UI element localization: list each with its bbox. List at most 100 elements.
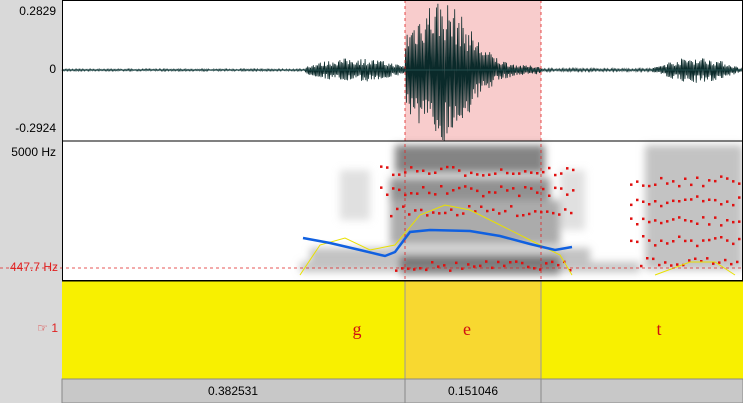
waveform-min: -0.2924 [15,121,56,135]
formant-dot [642,235,645,238]
formant-dot [462,212,465,215]
duration[interactable]: 0.382531 [208,384,258,398]
formant-dot [738,196,741,199]
formant-dot [738,237,741,241]
formant-dot [450,208,453,211]
formant-dot [548,194,551,197]
formant-dot [536,191,539,194]
intensity-curve [299,204,573,276]
formant-dot [648,184,651,188]
formant-dot [552,211,555,215]
formant-dot [467,263,470,266]
formant-dot [684,198,687,201]
formant-dot [461,267,464,270]
duration[interactable]: 0.151046 [448,384,498,398]
formant-dot [572,168,575,172]
formant-dot [654,183,657,186]
formant-dot [684,239,687,243]
formant-dot [678,200,681,203]
formant-dot [510,205,513,208]
formant-dot [720,224,723,227]
formant-dot [524,186,527,189]
formant-dot [714,179,717,183]
formant-dot [542,187,545,191]
formant-dot [732,180,735,183]
formant-dot [395,269,398,272]
formant-dot [396,207,399,211]
formant-dot [630,239,633,243]
formant-dot [528,212,531,216]
formant-dot [458,186,461,190]
formant-dot [702,216,705,219]
formant-dot [636,223,639,226]
formant-dot [630,203,633,207]
formant-dot [648,220,651,224]
formant-dot [732,242,735,246]
formant-dot [636,198,639,202]
formant-dot [554,186,557,190]
formant-dot [518,172,521,175]
formant-dot [672,180,675,183]
formant-dot [479,264,482,268]
formant-dot [682,263,685,267]
formant-dot [516,214,519,218]
formant-dot [648,203,651,206]
duration-button[interactable] [540,378,743,403]
formant-dot [527,265,530,269]
formant-dot [720,236,723,239]
formant-dot [431,261,434,264]
formant-dot [413,268,416,271]
formant-dot [545,262,548,265]
formant-dot [482,194,485,198]
formant-dot [676,263,679,266]
formant-dot [425,268,428,272]
formant-dot [380,165,383,168]
formant-dot [486,209,489,213]
formant-dot [696,244,699,248]
formant-dot [480,205,483,208]
waveform-zero: 0 [49,62,56,76]
formant-dot [506,171,509,175]
formant-dot [730,262,733,266]
formant-dot [566,167,569,170]
formant-dot [688,259,691,262]
formant-dot [708,179,711,182]
formant-dot [398,188,401,192]
formant-dot [702,239,705,242]
formant-dot [494,191,497,194]
formant-dot [670,264,673,267]
formant-dot [654,244,657,247]
formant-dot [438,212,441,215]
formant-dot [660,176,663,180]
formant-dot [542,170,545,174]
formant-dot [518,194,521,198]
formant-dot [464,174,467,177]
formant-dot [658,263,661,267]
formant-dot [564,208,567,211]
waveform-max: 0.2829 [19,4,56,18]
formant-dot [500,185,503,188]
tier-name[interactable]: ☞ 1 [37,321,58,335]
formant-dot [515,260,518,263]
formant-dot [390,214,393,218]
formant-dot [636,240,639,244]
formant-dot [446,165,449,169]
formant-dot [714,198,717,202]
selected-interval [405,281,541,379]
formant-dot [539,268,542,271]
formant-dot [572,189,575,192]
spectrogram-top: 5000 Hz [11,145,56,159]
formant-dot [503,264,506,268]
formant-dot [720,203,723,206]
formant-dot [407,267,410,270]
formant-dot [554,173,557,177]
formant-dot [492,208,495,211]
formant-dot [551,260,554,264]
formant-dot [422,186,425,189]
formant-dot [736,260,739,264]
formant-dot [437,265,440,268]
formant-dot [497,260,500,264]
formant-dot [718,261,721,264]
formant-dot [386,193,389,196]
formant-dot [690,220,693,223]
